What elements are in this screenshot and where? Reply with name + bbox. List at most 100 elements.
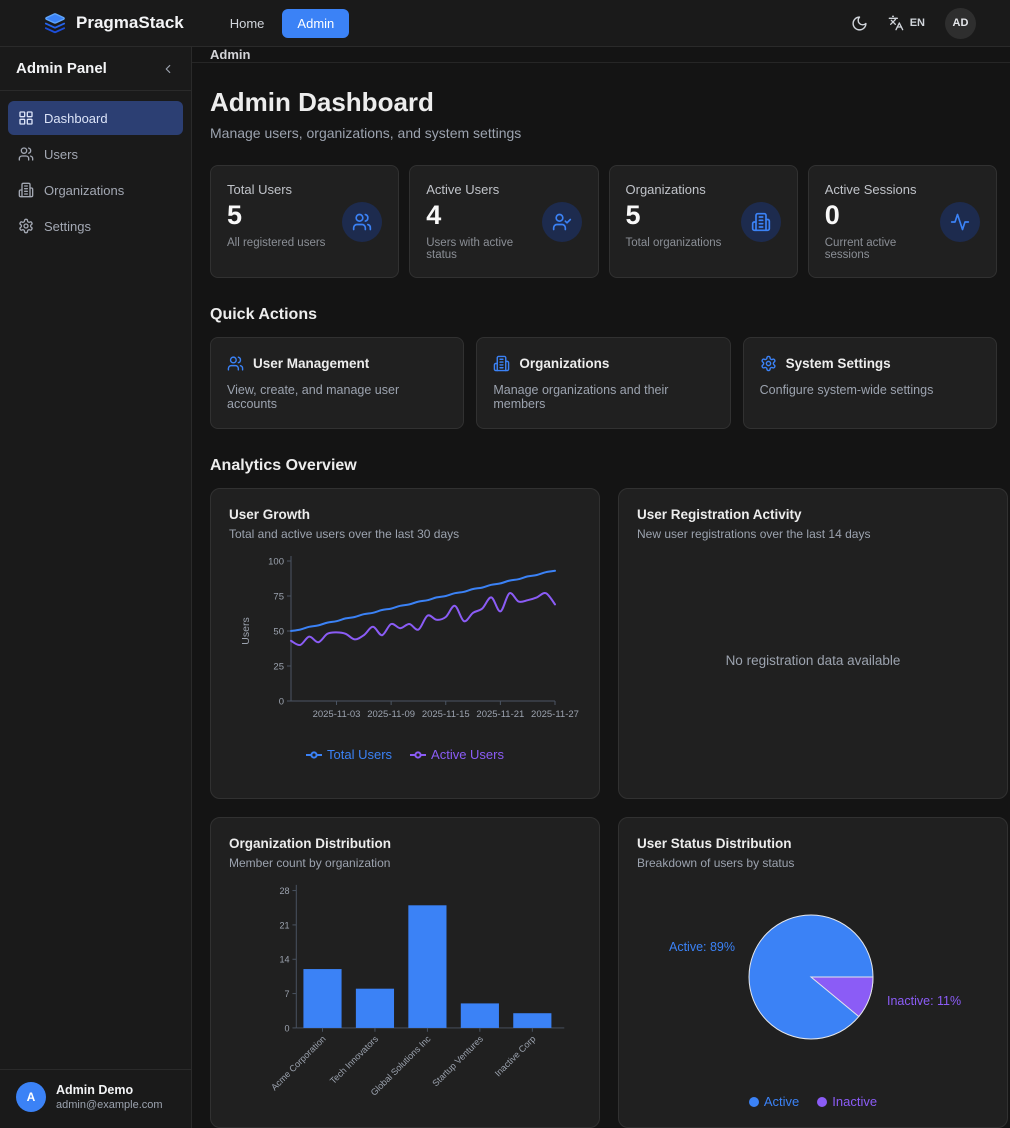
stat-icon-circle — [541, 201, 582, 242]
analytics-heading: Analytics Overview — [210, 457, 357, 474]
sidebar-item-settings[interactable]: Settings — [8, 209, 183, 243]
page-title: Admin Dashboard — [210, 87, 434, 117]
sidebar-item-organizations[interactable]: Organizations — [8, 173, 183, 207]
svg-text:2025-11-15: 2025-11-15 — [422, 709, 470, 720]
building-icon — [751, 212, 770, 231]
stat-value: 5 — [625, 200, 641, 230]
legend-dot-icon — [817, 1096, 828, 1107]
chart-title: User Registration Activity — [637, 507, 802, 522]
quick-action-description: Manage organizations and their members — [493, 383, 669, 411]
user-growth-card: User Growth Total and active users over … — [210, 488, 600, 799]
dark-mode-toggle[interactable] — [851, 15, 868, 32]
stat-icon-circle — [940, 201, 980, 242]
svg-text:Active: 89%: Active: 89% — [669, 940, 735, 954]
language-switcher[interactable]: EN — [888, 15, 925, 31]
sidebar-item-label: Settings — [44, 218, 91, 234]
sidebar-header: Admin Panel — [0, 47, 191, 91]
svg-text:Tech Innovators: Tech Innovators — [328, 1033, 381, 1086]
brand-name: PragmaStack — [76, 13, 184, 32]
stat-description: Current active sessions — [824, 237, 897, 261]
legend-label: Active — [763, 1094, 800, 1109]
sidebar-item-dashboard[interactable]: Dashboard — [8, 101, 183, 135]
stat-description: Users with active status — [426, 237, 514, 261]
svg-text:Global Solutions Inc: Global Solutions Inc — [369, 1033, 433, 1097]
activity-icon — [950, 213, 970, 230]
quick-action-description: Configure system-wide settings — [759, 383, 934, 397]
user-status-pie-chart: Active: 89% Inactive: 11% — [669, 914, 961, 1040]
legend-label: Total Users — [327, 747, 393, 762]
users-icon — [227, 356, 244, 371]
nav-link-admin[interactable]: Admin — [282, 8, 350, 38]
svg-text:2025-11-27: 2025-11-27 — [531, 709, 579, 720]
stat-description: All registered users — [227, 237, 326, 249]
chart-subtitle: Member count by organization — [229, 856, 391, 870]
main-nav: Home Admin — [220, 8, 350, 38]
svg-text:14: 14 — [280, 955, 290, 965]
legend-dot-icon — [748, 1096, 759, 1107]
stat-label: Active Users — [426, 182, 500, 197]
nav-link-home[interactable]: Home — [229, 15, 265, 31]
empty-state-message: No registration data available — [725, 653, 901, 668]
legend-item-active[interactable]: Active — [748, 1094, 800, 1109]
stat-value: 0 — [824, 200, 840, 230]
legend-item-total-users[interactable]: Total Users — [306, 747, 392, 762]
svg-text:100: 100 — [268, 557, 284, 568]
sidebar-user-email: admin@example.com — [56, 1099, 163, 1111]
legend-item-inactive[interactable]: Inactive — [817, 1094, 877, 1109]
quick-action-title: System Settings — [785, 356, 891, 371]
top-navbar: PragmaStack Home Admin EN AD — [0, 0, 1010, 47]
sidebar-collapse-button[interactable] — [161, 62, 175, 76]
stat-label: Total Users — [227, 182, 293, 197]
sidebar-item-label: Users — [44, 146, 78, 162]
chart-subtitle: Breakdown of users by status — [637, 856, 795, 870]
user-avatar[interactable]: AD — [945, 7, 976, 39]
chart-title: Organization Distribution — [229, 836, 391, 851]
sidebar-title: Admin Panel — [16, 60, 107, 77]
quick-action-system-settings[interactable]: System Settings Configure system-wide se… — [742, 337, 997, 429]
svg-text:2025-11-09: 2025-11-09 — [367, 709, 415, 720]
stat-card-active-sessions: Active Sessions 0 Current active session… — [807, 165, 997, 278]
quick-action-organizations[interactable]: Organizations Manage organizations and t… — [476, 337, 731, 429]
sidebar-user-name: Admin Demo — [56, 1083, 134, 1097]
sidebar-item-users[interactable]: Users — [8, 137, 183, 171]
quick-action-description: View, create, and manage user accounts — [227, 383, 400, 411]
sidebar-item-label: Dashboard — [44, 110, 108, 126]
legend-label: Active Users — [431, 747, 504, 762]
legend-label: Inactive — [832, 1094, 878, 1109]
user-growth-line-chart: 0 25 50 75 100 2025-11-03 2025-11-09 2025-11-15… — [240, 556, 579, 720]
breadcrumb: Admin — [192, 47, 1010, 63]
chart-subtitle: Total and active users over the last 30 … — [229, 527, 460, 541]
svg-text:Users: Users — [240, 617, 252, 644]
line-marker-icon — [410, 750, 427, 759]
legend-item-active-users[interactable]: Active Users — [410, 747, 504, 762]
stat-description: Total organizations — [625, 237, 722, 249]
quick-actions-grid: User Management View, create, and manage… — [210, 337, 997, 429]
svg-text:50: 50 — [273, 627, 284, 638]
breadcrumb-item-admin[interactable]: Admin — [210, 47, 251, 62]
languages-icon — [888, 15, 904, 31]
brand[interactable]: PragmaStack — [44, 12, 184, 34]
language-code: EN — [909, 17, 925, 29]
stat-label: Organizations — [625, 182, 706, 197]
chart-title: User Growth — [229, 507, 311, 522]
user-check-icon — [552, 213, 571, 230]
quick-action-user-management[interactable]: User Management View, create, and manage… — [210, 337, 465, 429]
sidebar-user[interactable]: A Admin Demo admin@example.com — [0, 1069, 191, 1128]
user-status-card: User Status Distribution Breakdown of us… — [618, 817, 1008, 1128]
sidebar-user-avatar: A — [16, 1082, 46, 1112]
chart-title: User Status Distribution — [637, 836, 792, 851]
svg-text:Startup Ventures: Startup Ventures — [430, 1033, 485, 1088]
stat-value: 4 — [426, 200, 442, 230]
layout-grid-icon — [19, 111, 33, 125]
organization-distribution-card: Organization Distribution Member count b… — [210, 817, 600, 1128]
stats-grid: Total Users 5 All registered users Activ… — [210, 165, 997, 278]
stat-card-organizations: Organizations 5 Total organizations — [608, 165, 798, 278]
svg-text:7: 7 — [285, 989, 290, 999]
quick-action-title: User Management — [253, 356, 370, 371]
moon-icon — [852, 15, 867, 31]
stat-card-total-users: Total Users 5 All registered users — [210, 165, 400, 278]
svg-text:Inactive Corp: Inactive Corp — [493, 1034, 538, 1079]
gear-icon — [761, 355, 776, 372]
layers-logo-icon — [44, 13, 66, 34]
chevron-left-icon — [165, 64, 171, 73]
